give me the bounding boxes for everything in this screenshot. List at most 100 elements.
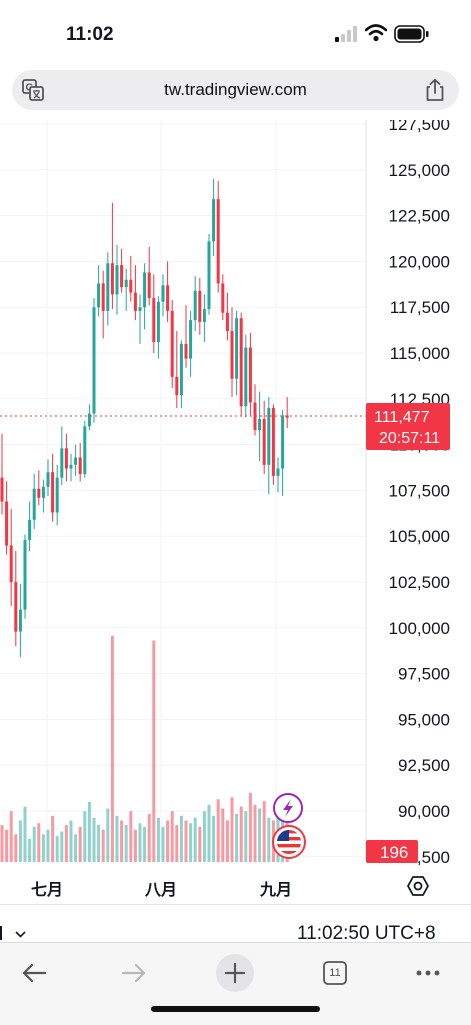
- candle-body: [248, 347, 252, 403]
- volume-bar: [244, 811, 248, 862]
- volume-bar: [189, 823, 193, 862]
- time-axis-label-sep: 九月: [260, 882, 293, 899]
- candle-body: [156, 301, 160, 343]
- volume-bar: [156, 817, 160, 862]
- last-price-value: 111,477: [374, 409, 430, 426]
- browser-toolbar: 11: [0, 942, 471, 1025]
- volume-bar: [147, 814, 151, 862]
- candle-body: [97, 283, 101, 308]
- status-time: 11:02: [66, 24, 114, 45]
- volume-bar: [0, 825, 4, 862]
- forward-button[interactable]: [112, 951, 156, 995]
- price-axis-label: 100,000: [389, 619, 450, 638]
- price-axis-label: 90,000: [398, 802, 450, 821]
- volume-bar: [166, 820, 170, 862]
- chart-footer: 11:02:50 UTC+8: [0, 912, 471, 944]
- volume-bar: [115, 815, 119, 862]
- events-flash-icon[interactable]: [273, 793, 303, 823]
- last-price-badge: 111,477 20:57:11: [366, 403, 450, 450]
- candle-body: [87, 413, 91, 427]
- tab-count: 11: [329, 967, 341, 979]
- volume-bar: [248, 792, 252, 862]
- volume-bar: [9, 811, 13, 862]
- candle-body: [138, 307, 142, 311]
- us-flag-icon[interactable]: [272, 825, 306, 859]
- back-button[interactable]: [12, 951, 56, 995]
- candle-body: [106, 263, 110, 311]
- candle-body: [271, 408, 275, 476]
- volume-bar: [41, 834, 45, 862]
- candle-body: [239, 318, 243, 407]
- candle-body: [101, 283, 105, 311]
- volume-bar: [212, 815, 216, 862]
- candle-body: [244, 347, 248, 407]
- volume-bar: [258, 808, 262, 862]
- candle-body: [179, 343, 183, 396]
- volume-bar: [5, 829, 9, 862]
- price-axis-label: 122,500: [389, 207, 450, 226]
- candle-body: [281, 415, 285, 469]
- volume-bar: [143, 826, 147, 862]
- candle-body: [23, 539, 27, 610]
- candle-body: [51, 472, 55, 513]
- chevron-down-icon[interactable]: [0, 922, 40, 952]
- candle-body: [74, 457, 78, 465]
- new-tab-button[interactable]: [213, 951, 257, 995]
- volume-bar: [120, 820, 124, 862]
- price-axis-label: 92,500: [398, 756, 450, 775]
- volume-bar: [32, 826, 36, 862]
- share-icon[interactable]: [424, 78, 446, 102]
- chart-settings-icon[interactable]: [406, 874, 430, 898]
- candle-body: [78, 457, 82, 475]
- candle-body: [267, 408, 271, 465]
- time-axis-label-jul: 七月: [31, 882, 64, 899]
- volume-bar: [267, 817, 271, 862]
- candle-body: [175, 376, 179, 396]
- volume-bar: [92, 817, 96, 862]
- volume-bar: [69, 820, 73, 862]
- candle-body: [225, 312, 229, 332]
- volume-bar: [225, 820, 229, 862]
- price-axis-label: 105,000: [389, 527, 450, 546]
- translate-icon[interactable]: G: [22, 79, 44, 101]
- clock-timezone[interactable]: 11:02:50 UTC+8: [297, 923, 436, 944]
- address-bar[interactable]: G tw.tradingview.com: [12, 70, 459, 110]
- candle-body: [83, 426, 87, 475]
- volume-bar: [198, 826, 202, 862]
- volume-bar: [138, 823, 142, 862]
- price-axis-label: 95,000: [398, 710, 450, 729]
- candle-body: [166, 285, 170, 311]
- battery-icon: [394, 25, 429, 43]
- candle-body: [170, 310, 174, 377]
- candle-body: [41, 486, 45, 498]
- price-axis-label: 97,500: [398, 665, 450, 684]
- candle-body: [69, 464, 73, 469]
- divider: [0, 904, 471, 905]
- volume-bar: [78, 826, 82, 862]
- volume-bar: [179, 815, 183, 862]
- candle-body: [230, 331, 234, 379]
- candle-body: [212, 199, 216, 242]
- price-chart[interactable]: 127,500 125,000 122,500 120,000 117,500 115,0…: [0, 120, 471, 870]
- volume-bar: [106, 808, 110, 862]
- volume-bar: [253, 804, 257, 862]
- volume-value: 196: [380, 843, 408, 862]
- candle-body: [46, 472, 50, 487]
- tabs-button[interactable]: 11: [313, 951, 357, 995]
- volume-badge: 196: [366, 840, 418, 863]
- volume-bar: [51, 815, 55, 862]
- status-bar: 11:02: [0, 0, 471, 68]
- candle-body: [120, 265, 124, 288]
- price-axis-label: 125,000: [389, 161, 450, 180]
- volume-bar: [184, 820, 188, 862]
- volume-bar: [64, 825, 68, 862]
- volume-bar: [230, 797, 234, 862]
- more-button[interactable]: [406, 951, 450, 995]
- candle-body: [198, 290, 202, 322]
- candle-body: [60, 448, 64, 478]
- candle-body: [143, 272, 147, 308]
- price-axis-label: 102,500: [389, 573, 450, 592]
- candle-body: [5, 501, 9, 546]
- price-axis-label: 127,500: [389, 120, 450, 134]
- candle-body: [115, 265, 119, 295]
